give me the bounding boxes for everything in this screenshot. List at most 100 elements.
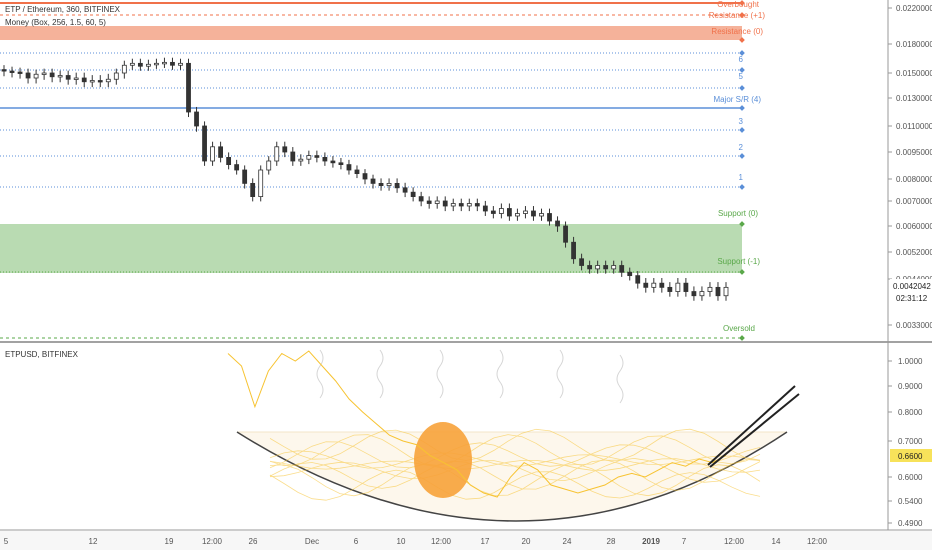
candle-body [226, 156, 232, 165]
label-oversold: Oversold [723, 324, 755, 333]
label-overbought: Overbought [717, 0, 760, 9]
y-tick-label: 0.0220000 [896, 4, 932, 13]
sub-last-badge: 0.6600 [890, 449, 932, 462]
candle-body [595, 265, 601, 270]
label-support-0: Support (0) [718, 209, 758, 218]
x-tick-label: 2019 [642, 537, 660, 546]
candle-body [458, 203, 464, 207]
sub-y-tick-label: 0.5400 [898, 497, 923, 506]
candle-body [234, 164, 240, 171]
candle-body [242, 169, 248, 184]
time-axis-bg[interactable] [0, 531, 932, 550]
candle-body [667, 286, 673, 292]
candle-body [418, 196, 424, 202]
candle-body [178, 62, 183, 66]
level-marker [739, 153, 745, 159]
resistance-zone [0, 26, 742, 40]
x-tick-label: 5 [4, 537, 9, 546]
candle-body [659, 282, 665, 288]
sub-y-tick-label: 0.6000 [898, 473, 923, 482]
candle-body [49, 72, 55, 78]
label-resistance-plus1: Resistance (+1) [709, 11, 766, 20]
noodle-strand [269, 458, 761, 473]
level-marker [739, 269, 745, 275]
price-axis-sub[interactable]: 1.0000 0.9000 0.8000 0.7000 0.6000 0.5400 0.49… [888, 357, 923, 528]
label-2: 2 [739, 143, 744, 152]
candle-body [643, 282, 649, 288]
candle-body [603, 265, 609, 270]
sub-y-tick-label: 0.9000 [898, 382, 923, 391]
candle-body [97, 80, 103, 83]
noodle-strand [269, 450, 761, 469]
candle-body [587, 265, 593, 270]
candle-body [202, 125, 207, 162]
candle-body [346, 164, 352, 171]
egg-yolk [414, 422, 472, 498]
sub-last-text: 0.6600 [898, 452, 923, 461]
candle-body [691, 291, 697, 297]
candle-body [651, 282, 657, 288]
noodle-strand [269, 428, 761, 462]
label-major: Major S/R (4) [713, 95, 761, 104]
candle-body [394, 182, 400, 189]
noodle-strand [269, 434, 761, 467]
candle-body [17, 71, 23, 74]
level-marker [739, 335, 745, 341]
candle-body [266, 160, 272, 171]
y-tick-label: 0.0110000 [896, 122, 932, 131]
candle-body [555, 220, 560, 227]
level-marker [739, 221, 745, 227]
candle-body [619, 265, 625, 273]
candle-body [81, 77, 87, 83]
sub-pane-title[interactable]: ETPUSD, BITFINEX [5, 350, 79, 359]
noodle-strand [269, 457, 761, 483]
indicator-title[interactable]: Money (Box, 256, 1.5, 60, 5) [5, 18, 106, 27]
label-3: 3 [739, 117, 744, 126]
candle-body [1, 69, 7, 72]
y-tick-label: 0.0150000 [896, 69, 932, 78]
x-tick-label: 10 [397, 537, 406, 546]
y-tick-label: 0.0052000 [896, 248, 932, 257]
candle-body [154, 62, 159, 66]
candle-body [170, 61, 175, 66]
noodle-strand [269, 469, 761, 501]
candle-body [627, 271, 633, 277]
sub-y-tick-label: 0.7000 [898, 437, 923, 446]
x-tick-label: 7 [682, 537, 687, 546]
candle-body [25, 72, 31, 79]
candle-body [145, 63, 151, 67]
candle-body [65, 75, 71, 80]
x-tick-label: 6 [354, 537, 359, 546]
candle-body [723, 286, 729, 297]
x-tick-label: Dec [305, 537, 319, 546]
last-price-text: 0.0042042 [893, 282, 931, 291]
candle-body [611, 265, 617, 270]
candle-body [33, 73, 39, 79]
label-1: 1 [739, 173, 744, 182]
time-axis[interactable]: 5 12 19 12:00 26 Dec 6 10 12:00 17 20 24 28 2019 7 12:0… [4, 537, 828, 546]
candle-body [490, 210, 496, 214]
candle-body [563, 225, 568, 243]
candle-body [715, 286, 721, 297]
y-tick-label: 0.0095000 [896, 148, 932, 157]
x-tick-label: 14 [772, 537, 781, 546]
candle-body [523, 210, 528, 214]
candle-body [354, 169, 360, 174]
level-marker [739, 127, 745, 133]
candles-group [1, 57, 729, 301]
candle-body [73, 77, 79, 80]
x-tick-label: 19 [165, 537, 174, 546]
candle-body [386, 182, 392, 186]
y-tick-label: 0.0130000 [896, 94, 932, 103]
main-pane-title[interactable]: ETP / Ethereum, 360, BITFINEX [5, 5, 121, 14]
candle-body [186, 62, 191, 113]
level-marker [739, 12, 745, 18]
chopstick-2 [709, 393, 800, 468]
candle-body [378, 182, 384, 186]
candle-body [258, 169, 264, 198]
candle-body [410, 191, 416, 197]
candle-body [210, 146, 215, 162]
level-marker [739, 85, 745, 91]
candle-body [434, 200, 440, 204]
